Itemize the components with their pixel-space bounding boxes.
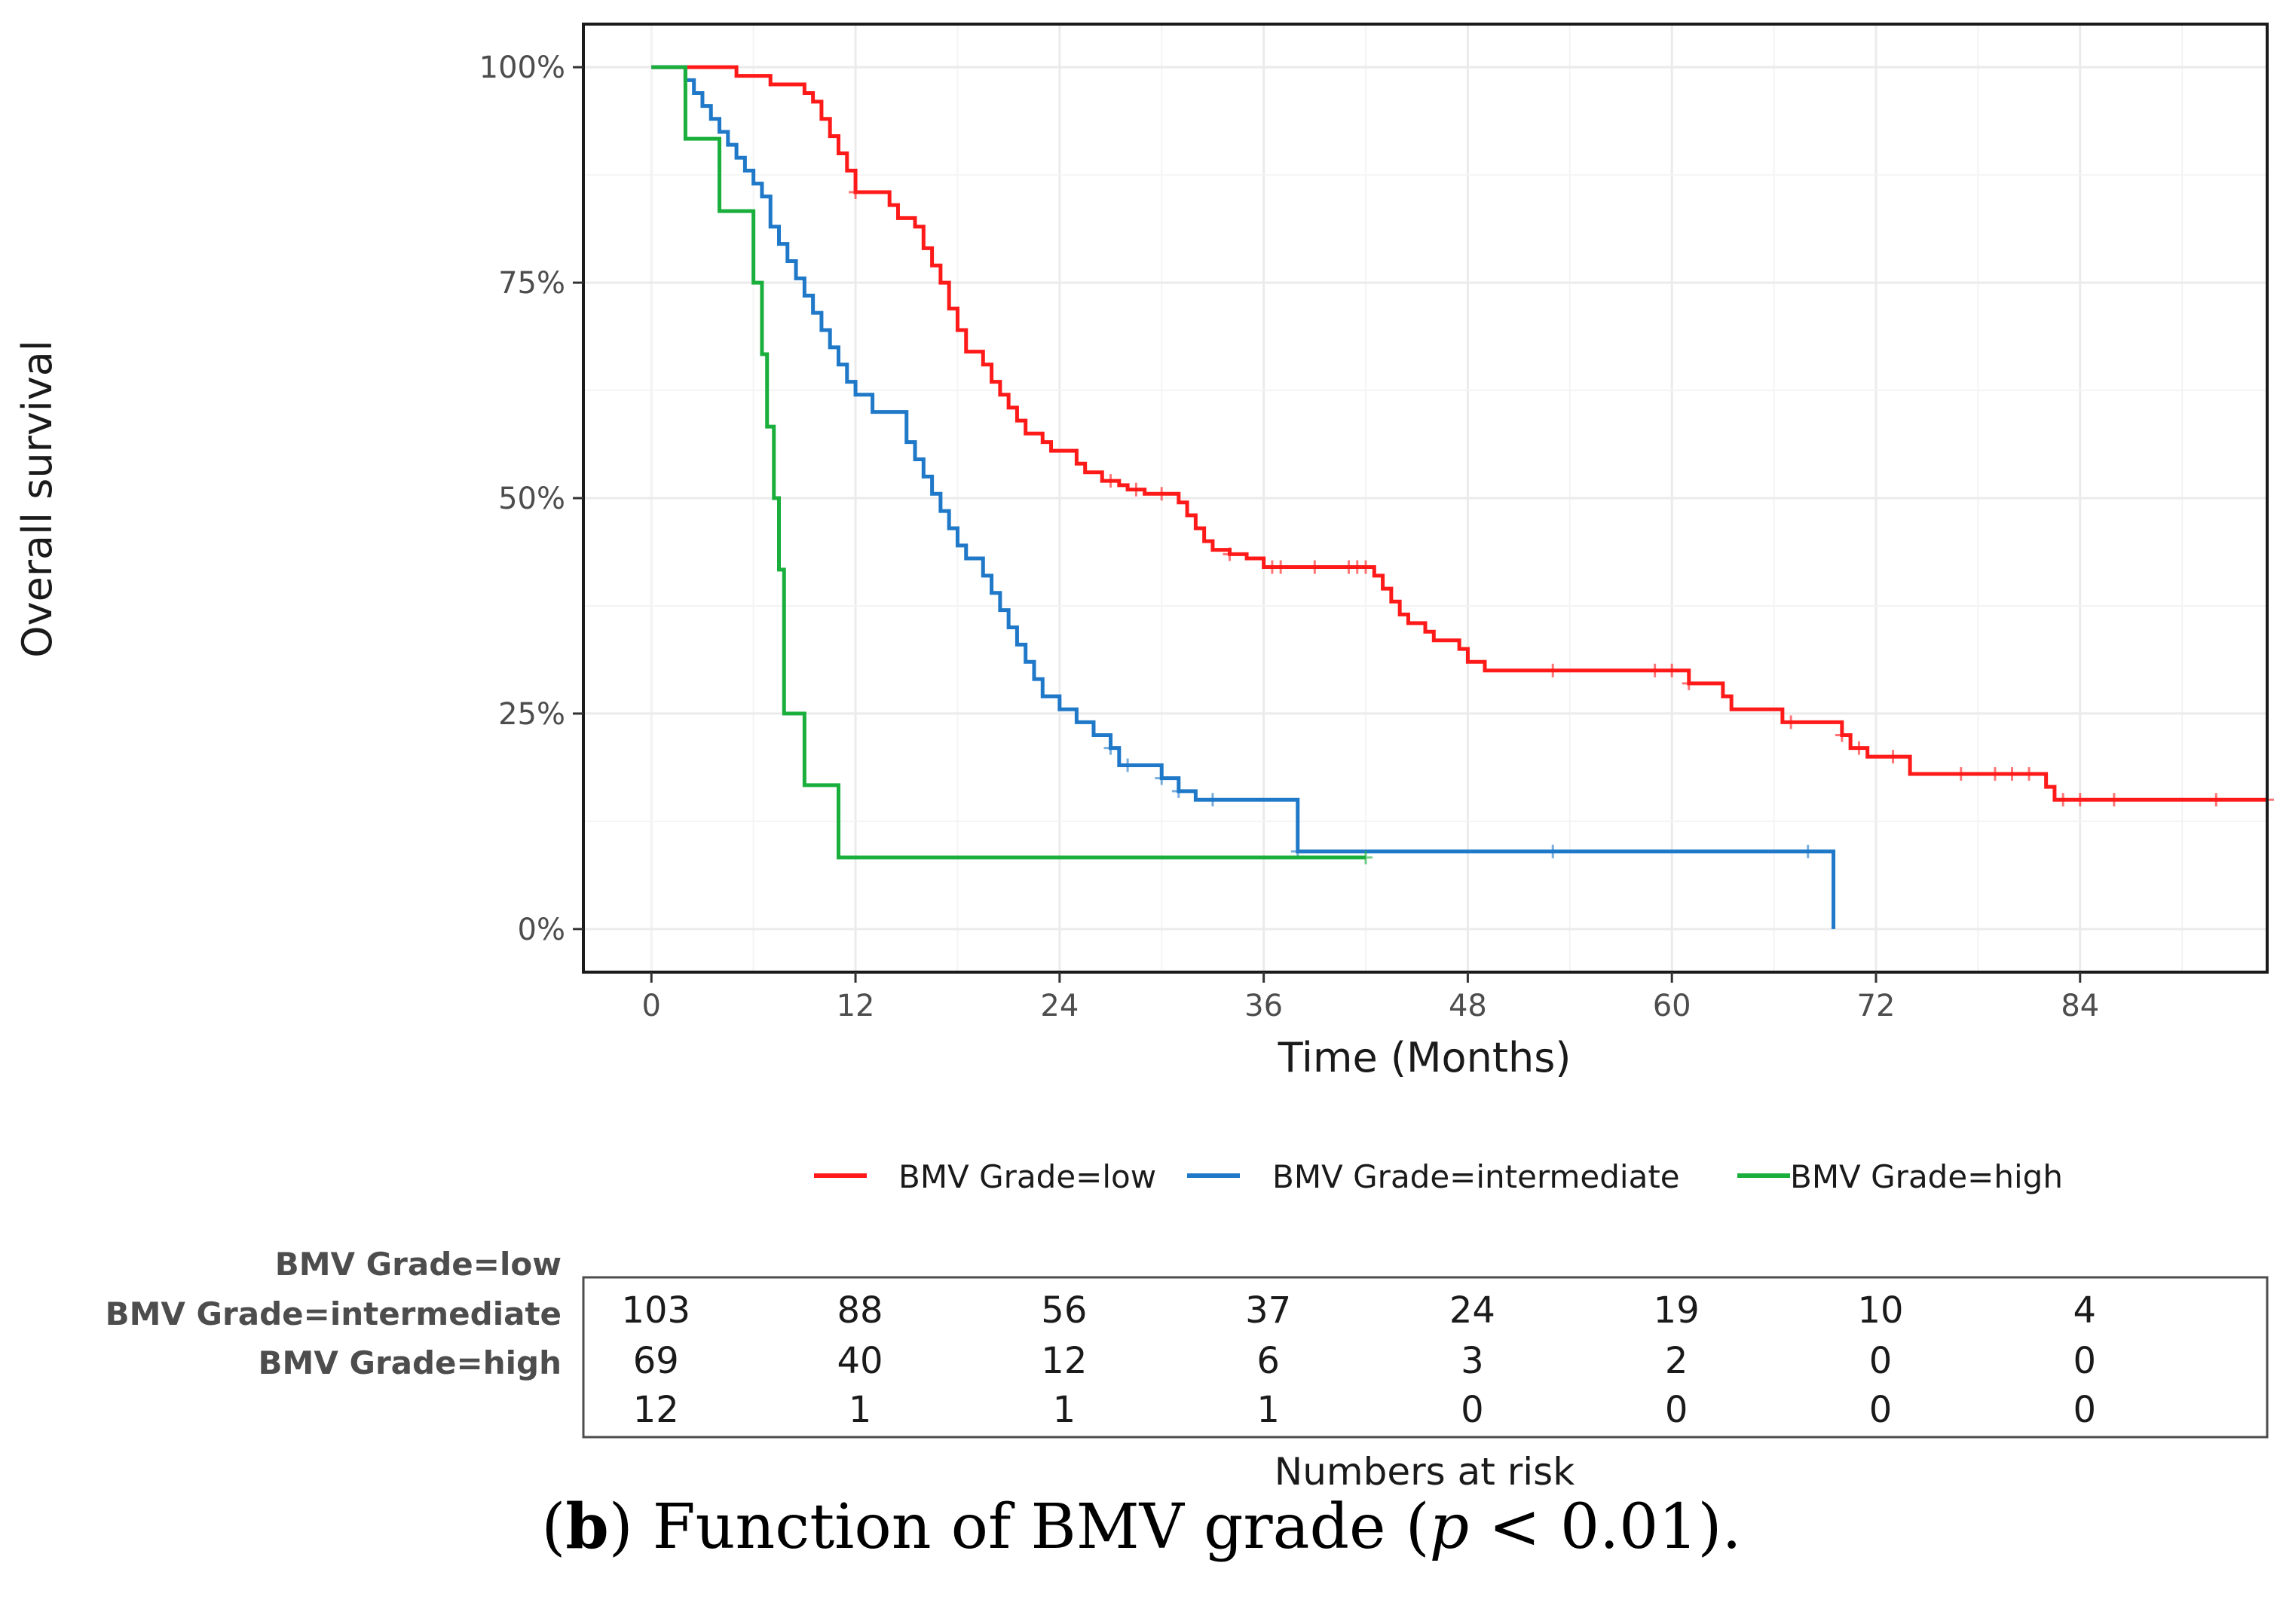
risk-cell-low: 10	[1857, 1289, 1903, 1332]
x-tick-label: 36	[1244, 989, 1283, 1023]
risk-row-label-high: BMV Grade=high	[259, 1344, 562, 1381]
censor-mark-low	[2073, 793, 2087, 807]
x-tick-label: 60	[1653, 989, 1691, 1023]
y-tick-label: 100%	[479, 50, 565, 85]
risk-cell-intermediate: 69	[633, 1340, 679, 1382]
caption-p-value: < 0.01).	[1469, 1491, 1742, 1563]
censor-mark-low	[1988, 766, 2002, 781]
risk-row-label-intermediate: BMV Grade=intermediate	[106, 1295, 562, 1332]
censor-mark-low	[1274, 560, 1288, 574]
caption-text: ) Function of BMV grade (	[608, 1491, 1430, 1563]
censor-mark-low	[1359, 560, 1373, 574]
censor-mark-low	[1546, 663, 1560, 677]
risk-cell-high: 0	[1869, 1389, 1893, 1431]
censor-mark-low	[2005, 766, 2019, 781]
censor-mark-low	[1835, 728, 1849, 742]
risk-cell-high: 1	[849, 1389, 872, 1431]
risk-cell-high: 0	[2073, 1389, 2097, 1431]
censor-mark-low	[1665, 663, 1679, 677]
risk-cell-high: 0	[1461, 1389, 1484, 1431]
risk-cell-high: 0	[1665, 1389, 1688, 1431]
legend: BMV Grade=low BMV Grade=intermediate BMV…	[814, 1158, 2063, 1195]
risk-table-title: Numbers at risk	[1275, 1450, 1575, 1494]
risk-cell-high: 1	[1256, 1389, 1280, 1431]
km-curve-intermediate	[651, 65, 1836, 929]
risk-cell-intermediate: 6	[1256, 1340, 1280, 1382]
risk-cell-low: 19	[1654, 1289, 1700, 1332]
censor-mark-high	[1359, 850, 1373, 864]
censor-mark-intermediate	[1121, 758, 1135, 772]
censor-mark-low	[1784, 715, 1798, 729]
censor-mark-low	[1129, 482, 1143, 497]
caption-panel-letter: b	[565, 1491, 609, 1563]
risk-cell-low: 4	[2073, 1289, 2097, 1332]
km-curve-high	[651, 65, 1366, 860]
censor-mark-low	[1852, 741, 1866, 755]
censor-mark-low	[2107, 793, 2121, 807]
censor-mark-low	[2056, 793, 2070, 807]
risk-cell-low: 37	[1245, 1289, 1291, 1332]
y-tick-label: 50%	[498, 482, 565, 516]
figure-caption: (b) Function of BMV grade (p < 0.01).	[0, 1491, 2283, 1563]
x-tick-label: 72	[1857, 989, 1896, 1023]
x-tick-label: 24	[1040, 989, 1079, 1023]
censor-mark-low	[1886, 750, 1900, 764]
legend-label-high: BMV Grade=high	[1790, 1158, 2063, 1195]
censor-mark-low	[2022, 766, 2037, 781]
censor-mark-low	[1682, 676, 1696, 690]
risk-cell-low: 24	[1449, 1289, 1495, 1332]
censor-mark-intermediate	[1103, 741, 1118, 755]
risk-cell-intermediate: 3	[1461, 1340, 1484, 1382]
caption-p-symbol: p	[1429, 1491, 1470, 1563]
risk-cell-intermediate: 0	[2073, 1340, 2097, 1382]
legend-label-low: BMV Grade=low	[898, 1158, 1156, 1195]
censor-mark-low	[1308, 560, 1322, 574]
y-tick-label: 0%	[518, 913, 565, 947]
risk-cell-intermediate: 0	[1869, 1340, 1893, 1382]
censor-mark-low	[849, 185, 863, 200]
risk-cell-high: 12	[633, 1389, 679, 1431]
x-axis: 0 12 24 36 48 60 72 84	[642, 972, 2099, 1023]
legend-label-intermediate: BMV Grade=intermediate	[1272, 1158, 1680, 1195]
risk-cell-low: 56	[1041, 1289, 1087, 1332]
censor-mark-low	[1954, 766, 1968, 781]
risk-cell-low: 103	[621, 1289, 690, 1332]
censor-mark-low	[1648, 663, 1662, 677]
risk-row-label-low: BMV Grade=low	[275, 1246, 562, 1283]
x-axis-title: Time (Months)	[1278, 1034, 1571, 1081]
x-tick-label: 0	[642, 989, 661, 1023]
censor-mark-low	[1103, 474, 1118, 488]
y-axis-title: Overall survival	[14, 340, 61, 658]
y-tick-label: 25%	[498, 697, 565, 732]
risk-table-border	[582, 1276, 2269, 1439]
risk-cell-high: 1	[1053, 1389, 1076, 1431]
series-layer	[651, 65, 2274, 929]
y-tick-label: 75%	[498, 266, 565, 301]
x-tick-label: 12	[837, 989, 875, 1023]
censor-mark-low	[1223, 547, 1237, 561]
censor-mark-intermediate	[1155, 771, 1169, 785]
x-tick-label: 84	[2061, 989, 2099, 1023]
risk-cell-intermediate: 12	[1041, 1340, 1087, 1382]
censor-mark-low	[2209, 793, 2223, 807]
risk-cells: 103 88 56 37 24 19 10 469 40 12 6 3 2 0 012 1 1 1 0 0 0 0	[621, 1289, 2096, 1431]
risk-cell-low: 88	[837, 1289, 883, 1332]
risk-cell-intermediate: 40	[837, 1340, 883, 1382]
plot-panel	[582, 23, 2274, 974]
censor-mark-intermediate	[1801, 844, 1815, 858]
risk-table: BMV Grade=low BMV Grade=intermediate BMV…	[106, 1246, 2269, 1494]
censor-mark-intermediate	[1171, 784, 1186, 798]
censor-mark-intermediate	[1205, 793, 1220, 807]
x-tick-label: 48	[1449, 989, 1487, 1023]
censor-mark-low	[1155, 487, 1169, 501]
censor-mark-intermediate	[1546, 844, 1560, 858]
y-axis: 0% 25% 50% 75% 100%	[479, 50, 583, 947]
risk-cell-intermediate: 2	[1665, 1340, 1688, 1382]
caption-open: (	[541, 1491, 566, 1563]
